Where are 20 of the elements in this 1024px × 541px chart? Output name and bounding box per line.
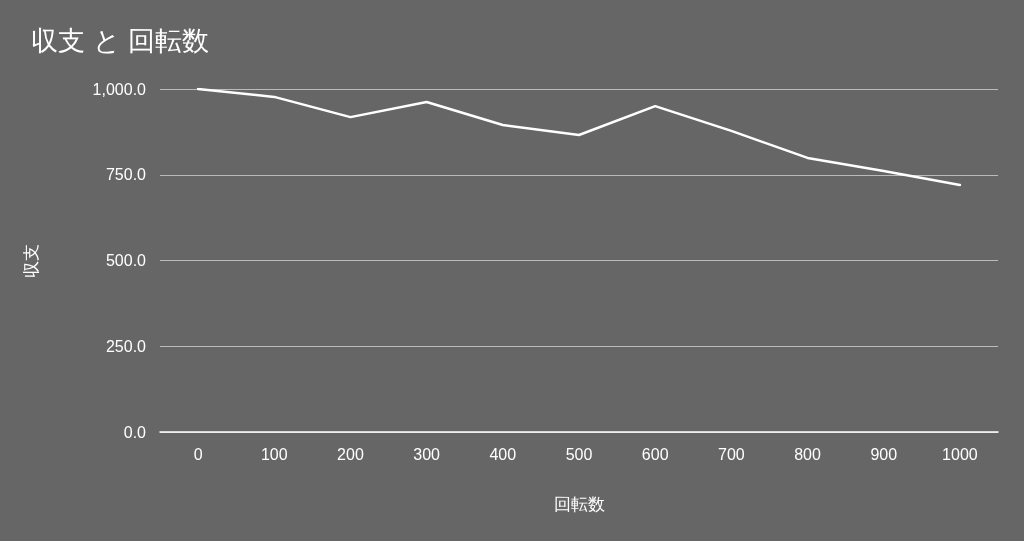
x-tick-label: 300 (413, 445, 441, 463)
x-tick-label: 200 (337, 445, 364, 463)
y-tick-label: 750.0 (105, 166, 147, 184)
y-axis-title: 収支 (22, 243, 41, 278)
y-tick-label: 250.0 (105, 337, 147, 355)
x-tick-label: 400 (489, 445, 517, 463)
x-tick-label: 800 (794, 445, 821, 463)
x-tick-label: 100 (260, 445, 288, 463)
x-tick-label: 1000 (942, 445, 978, 463)
x-tick-label: 0 (193, 445, 203, 463)
y-tick-label: 1,000.0 (92, 80, 147, 98)
x-tick-label: 900 (870, 445, 898, 463)
x-tick-label: 500 (565, 445, 593, 463)
x-axis-title: 回転数 (553, 495, 605, 514)
y-tick-label: 0.0 (123, 423, 147, 441)
x-tick-label: 700 (718, 445, 745, 463)
chart-title: 収支 と 回転数 (31, 25, 210, 56)
y-tick-label: 500.0 (105, 252, 147, 269)
line-series (196, 87, 962, 187)
x-tick-label: 600 (641, 445, 669, 463)
